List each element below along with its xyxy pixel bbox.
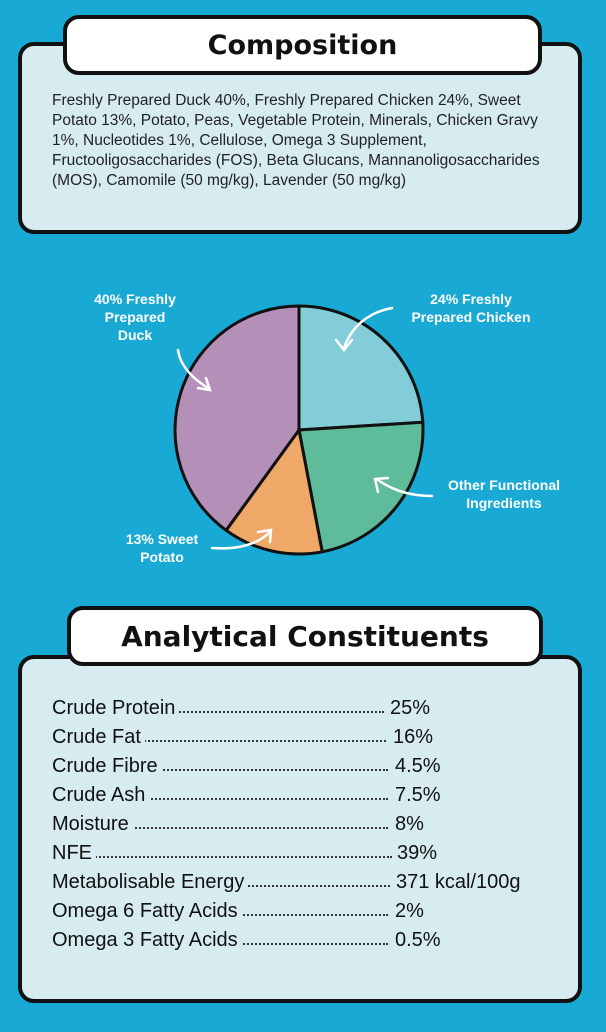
constituent-row: Crude Fibre 4.5%	[52, 752, 552, 780]
leader-dots	[92, 740, 386, 742]
constituent-name: Metabolisable Energy	[52, 868, 249, 896]
constituent-name: Crude Protein	[52, 694, 180, 722]
slice-chicken	[297, 304, 425, 432]
duck-arrow	[176, 348, 210, 390]
other-arrow	[376, 478, 434, 498]
constituent-name: Moisture	[52, 810, 133, 838]
duck-label: 40% Freshly Prepared Duck	[94, 291, 176, 343]
pie-chart	[173, 304, 434, 556]
sweet-potato-arrowhead	[256, 528, 273, 544]
leader-dots	[92, 827, 388, 829]
composition-text: Freshly Prepared Duck 40%, Freshly Prepa…	[52, 92, 540, 189]
sweet-potato-label: 13% Sweet Potato	[125, 531, 199, 565]
constituent-row: Moisture 8%	[52, 810, 552, 838]
chicken-label: 24% Freshly Prepared Chicken	[411, 291, 531, 325]
constituent-value: 2%	[395, 900, 424, 922]
slice-sweet-potato	[224, 428, 324, 556]
duck-arrowhead	[196, 376, 212, 392]
leader-dots	[92, 798, 388, 800]
slice-other	[297, 420, 425, 554]
constituent-value: 371 kcal/100g	[396, 871, 521, 893]
constituent-row: NFE 39%	[52, 839, 552, 867]
leader-dots	[92, 769, 388, 771]
constituent-row: Crude Protein 25%	[52, 694, 552, 722]
constituent-row: Omega 3 Fatty Acids 0.5%	[52, 926, 552, 954]
constituent-name: Crude Ash	[52, 781, 150, 809]
constituent-value: 7.5%	[395, 784, 441, 806]
other-arrowhead	[373, 476, 390, 494]
constituent-row: Omega 6 Fatty Acids 2%	[52, 897, 552, 925]
sweet-potato-arrow	[210, 530, 272, 550]
other-label: Other Functional Ingredients	[448, 477, 560, 511]
leader-dots	[92, 711, 384, 713]
slice-duck	[173, 304, 301, 532]
constituent-row: Crude Ash 7.5%	[52, 781, 552, 809]
leader-dots	[92, 856, 392, 858]
constituent-value: 25%	[390, 697, 431, 719]
constituent-name: Crude Fibre	[52, 752, 162, 780]
constituent-value: 39%	[397, 842, 438, 864]
chicken-arrowhead	[334, 338, 354, 353]
constituent-value: 4.5%	[395, 755, 441, 777]
constituent-name: Crude Fat	[52, 723, 145, 751]
constituent-value: 8%	[395, 813, 424, 835]
chicken-arrow	[342, 306, 394, 350]
constituent-row: Metabolisable Energy 371 kcal/100g	[52, 868, 552, 896]
constituent-name: Omega 6 Fatty Acids	[52, 897, 242, 925]
constituent-value: 16%	[393, 726, 434, 748]
composition-title: Composition	[63, 15, 542, 75]
constituent-value: 0.5%	[395, 929, 441, 951]
constituent-row: Crude Fat 16%	[52, 723, 552, 751]
constituent-name: Omega 3 Fatty Acids	[52, 926, 242, 954]
constituent-name: NFE	[52, 839, 96, 867]
analytical-title: Analytical Constituents	[67, 606, 543, 666]
